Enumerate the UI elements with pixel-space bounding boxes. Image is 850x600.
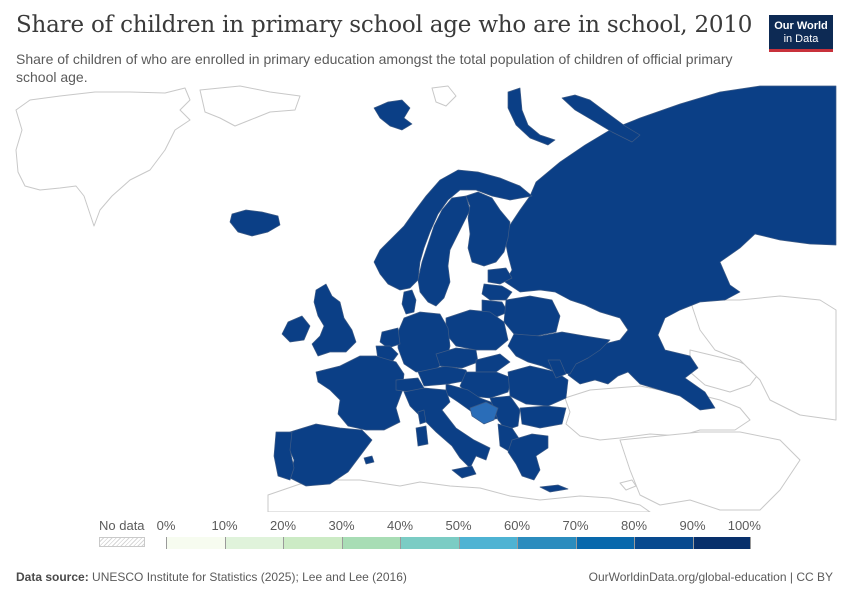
finland-region: [465, 191, 511, 267]
data-regions: [229, 85, 837, 493]
legend-tick-label: 100%: [727, 518, 761, 533]
chart-title: Share of children in primary school age …: [16, 12, 753, 38]
franz-josef-region: [561, 94, 641, 143]
legend-tick-label: 60%: [503, 518, 531, 533]
cyprus-region: [619, 479, 637, 491]
denmark-region: [401, 289, 417, 315]
iceland-region: [229, 209, 281, 237]
data-source-text: UNESCO Institute for Statistics (2025); …: [92, 570, 407, 584]
france-region: [315, 355, 405, 431]
owid-logo[interactable]: Our World in Data: [769, 15, 833, 52]
chart-subtitle: Share of children of who are enrolled in…: [16, 51, 733, 85]
corsica-region: [417, 409, 427, 425]
moldova-region: [547, 359, 567, 379]
slovakia-region: [475, 353, 511, 373]
italy-region: [403, 387, 491, 469]
uk-region: [311, 283, 357, 357]
central-asia-region: [689, 295, 837, 421]
legend-bin[interactable]: [458, 537, 517, 549]
legend-tick-label: 90%: [679, 518, 706, 533]
legend-bin[interactable]: [575, 537, 634, 549]
novaya-zemlya-region: [507, 87, 556, 146]
legend-tick-label: 50%: [445, 518, 472, 533]
legend-bin[interactable]: [224, 537, 283, 549]
latvia-region: [481, 283, 513, 301]
legend-bin[interactable]: [341, 537, 400, 549]
legend-tick-label: 70%: [562, 518, 589, 533]
legend-tick-label: 30%: [328, 518, 355, 533]
bosnia-region: [469, 401, 499, 425]
source-url-link[interactable]: OurWorldinData.org/global-education | CC…: [588, 570, 833, 584]
crete-region: [539, 484, 569, 493]
romania-region: [507, 365, 569, 407]
no-data-swatch: [99, 537, 145, 547]
sicily-region: [451, 465, 477, 479]
legend-bin[interactable]: [283, 537, 342, 549]
legend-tick-label: 0%: [156, 518, 176, 533]
europe-map: [15, 85, 837, 512]
poland-region: [445, 309, 509, 351]
netherlands-region: [379, 327, 401, 349]
estonia-region: [487, 267, 513, 285]
russia-region: [504, 85, 837, 411]
legend-bin[interactable]: [634, 537, 693, 549]
svalbard-data-region: [373, 99, 413, 131]
legend-bin[interactable]: [517, 537, 576, 549]
belarus-region: [503, 295, 561, 337]
no-data-regions: [15, 85, 837, 512]
data-source: Data source: UNESCO Institute for Statis…: [16, 570, 407, 584]
caucasus-region: [689, 349, 761, 393]
svalbard-region: [431, 85, 457, 107]
north-africa-region: [267, 479, 651, 512]
sardinia-region: [415, 425, 429, 447]
logo-line-2: in Data: [783, 33, 819, 45]
hungary-region: [459, 371, 513, 399]
sweden-region: [417, 195, 471, 307]
no-data-label: No data: [99, 518, 145, 533]
logo-line-1: Our World: [774, 20, 828, 32]
bulgaria-region: [519, 405, 567, 429]
ireland-region: [281, 315, 311, 343]
spain-region: [287, 423, 373, 487]
canadian-islands: [199, 85, 301, 127]
color-legend: No data 0% 10% 20% 30% 40% 50% 60% 70% 80% 90% 100…: [0, 512, 850, 552]
greece-region: [507, 433, 549, 481]
portugal-region: [273, 431, 295, 481]
serbia-region: [489, 395, 521, 431]
legend-tick-label: 80%: [620, 518, 648, 533]
legend-bin[interactable]: [166, 537, 225, 549]
legend-bin[interactable]: [400, 537, 459, 549]
data-source-label: Data source:: [16, 570, 89, 584]
legend-tick-label: 20%: [269, 518, 297, 533]
ukraine-region: [507, 331, 611, 375]
middle-east-region: [619, 431, 801, 511]
legend-tick-label: 10%: [211, 518, 238, 533]
legend-bin[interactable]: [692, 537, 751, 549]
greenland-region: [15, 87, 191, 227]
norway-region: [373, 169, 533, 291]
balearic-region: [363, 455, 375, 465]
legend-tick-label: 40%: [386, 518, 414, 533]
